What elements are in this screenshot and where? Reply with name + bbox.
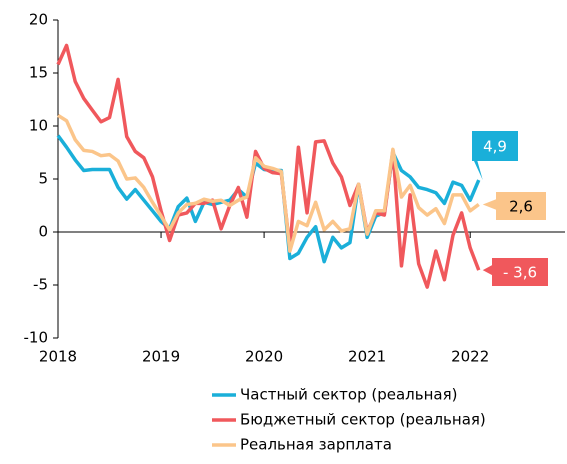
y-tick-label: 20	[29, 11, 48, 29]
x-tick-label: 2020	[245, 348, 283, 366]
end-label: 4,9	[483, 138, 507, 156]
legend-label: Реальная зарплата	[240, 436, 392, 454]
label-box	[472, 131, 518, 161]
series-line	[57, 113, 480, 253]
label-box	[496, 192, 546, 220]
series-line	[56, 43, 481, 289]
y-tick-label: -10	[24, 329, 49, 347]
y-tick-label: -5	[33, 276, 48, 294]
x-tick-label: 2021	[348, 348, 386, 366]
y-tick-label: 5	[38, 170, 48, 188]
label-pointer	[482, 264, 494, 277]
label-pointer	[482, 198, 498, 211]
y-tick-label: 10	[29, 117, 48, 135]
y-tick-label: 15	[29, 64, 48, 82]
end-label: 2,6	[509, 198, 533, 216]
x-tick-label: 2022	[451, 348, 489, 366]
y-tick-label: 0	[38, 223, 48, 241]
legend-label: Частный сектор (реальная)	[240, 386, 457, 404]
x-tick-label: 2018	[39, 348, 77, 366]
end-label: - 3,6	[503, 264, 537, 282]
x-tick-label: 2019	[142, 348, 180, 366]
legend-label: Бюджетный сектор (реальная)	[240, 411, 486, 429]
label-box	[492, 258, 548, 286]
